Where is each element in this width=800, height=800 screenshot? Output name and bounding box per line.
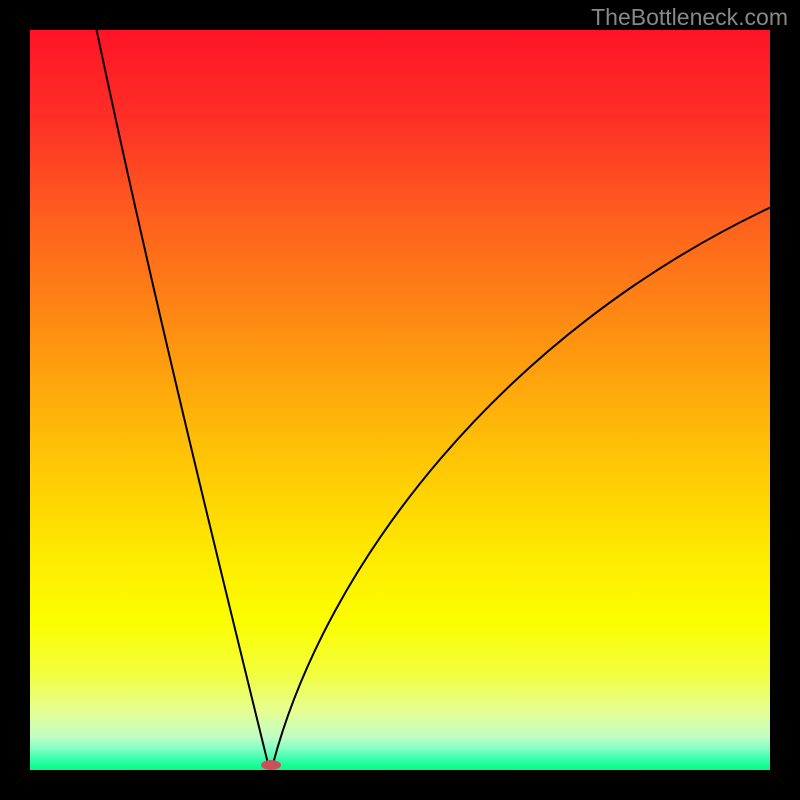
optimal-marker bbox=[261, 760, 281, 770]
bottleneck-curve bbox=[30, 30, 770, 770]
chart-frame: TheBottleneck.com bbox=[0, 0, 800, 800]
curve-right-branch bbox=[273, 208, 770, 765]
curve-left-branch bbox=[97, 30, 269, 765]
plot-area bbox=[30, 30, 770, 770]
watermark-text: TheBottleneck.com bbox=[591, 4, 788, 31]
